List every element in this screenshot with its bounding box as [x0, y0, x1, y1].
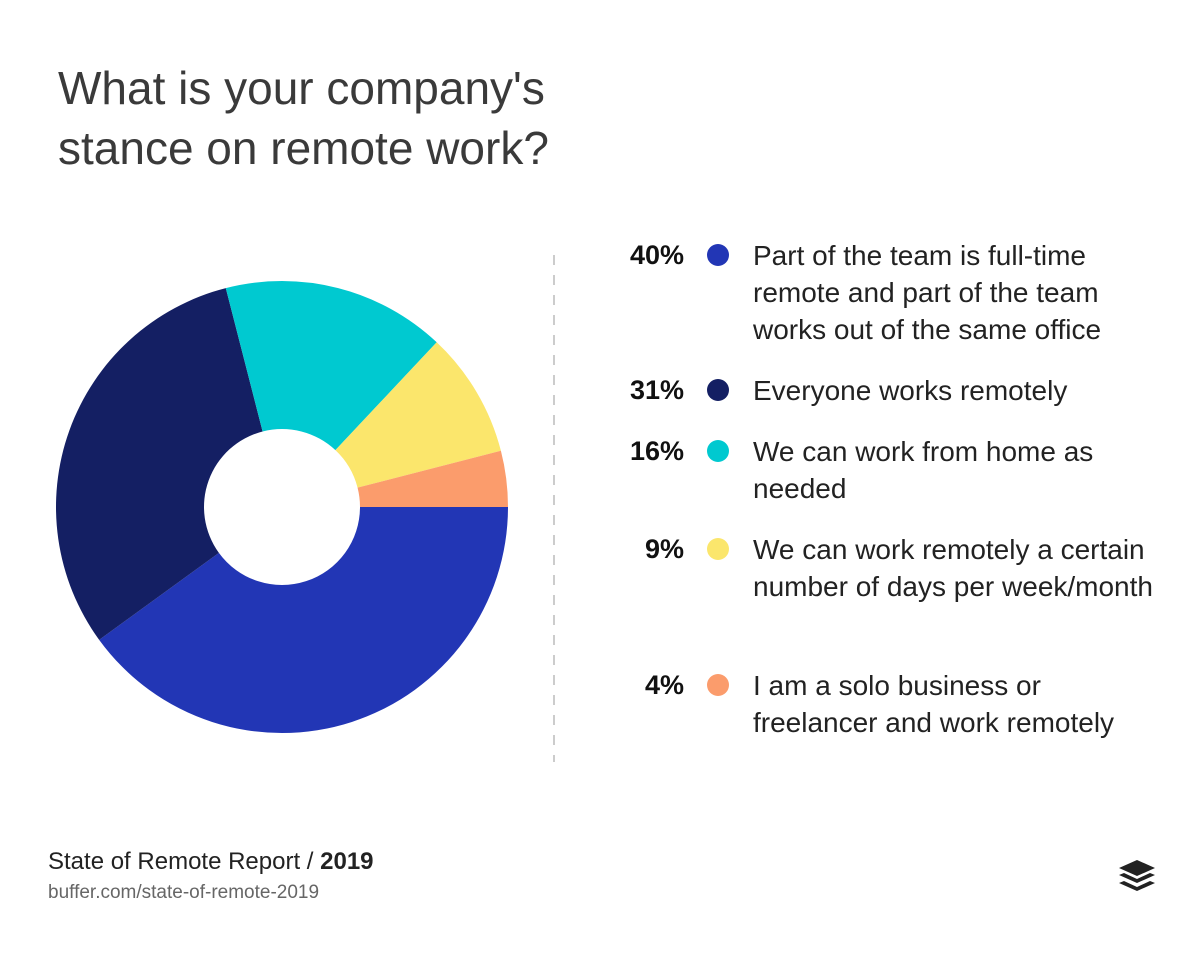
value-label: 9%: [644, 534, 684, 564]
legend-label: I am a solo business or freelancer and w…: [753, 670, 1115, 738]
value-label: 31%: [629, 375, 684, 405]
legend-label: Everyone works remotely: [753, 375, 1068, 406]
legend-label: Part of the team is full-time remote and…: [753, 240, 1102, 345]
slice: [99, 507, 508, 734]
legend-marker: [707, 538, 729, 560]
footer-report: State of Remote Report / 2019: [48, 848, 374, 876]
report-year: 2019: [320, 848, 374, 875]
slice: [357, 450, 508, 507]
slice: [335, 342, 501, 488]
value-label: 16%: [629, 436, 684, 466]
logo: [1119, 860, 1155, 891]
legend-marker: [707, 674, 729, 696]
slice: [55, 288, 263, 640]
legend-marker: [707, 244, 729, 266]
footer-url: buffer.com/state-of-remote-2019: [48, 882, 320, 903]
report-name: State of Remote Report /: [48, 848, 314, 875]
legend-label: We can work from home as needed: [753, 436, 1094, 504]
value-label: 40%: [629, 240, 684, 270]
chart-title: What is your company's stance on remote …: [58, 62, 549, 174]
slice: [225, 281, 437, 451]
legend-marker: [707, 440, 729, 462]
legend-label: We can work remotely a certain number of…: [753, 534, 1153, 602]
legend-marker: [707, 379, 729, 401]
value-label: 4%: [644, 670, 684, 700]
